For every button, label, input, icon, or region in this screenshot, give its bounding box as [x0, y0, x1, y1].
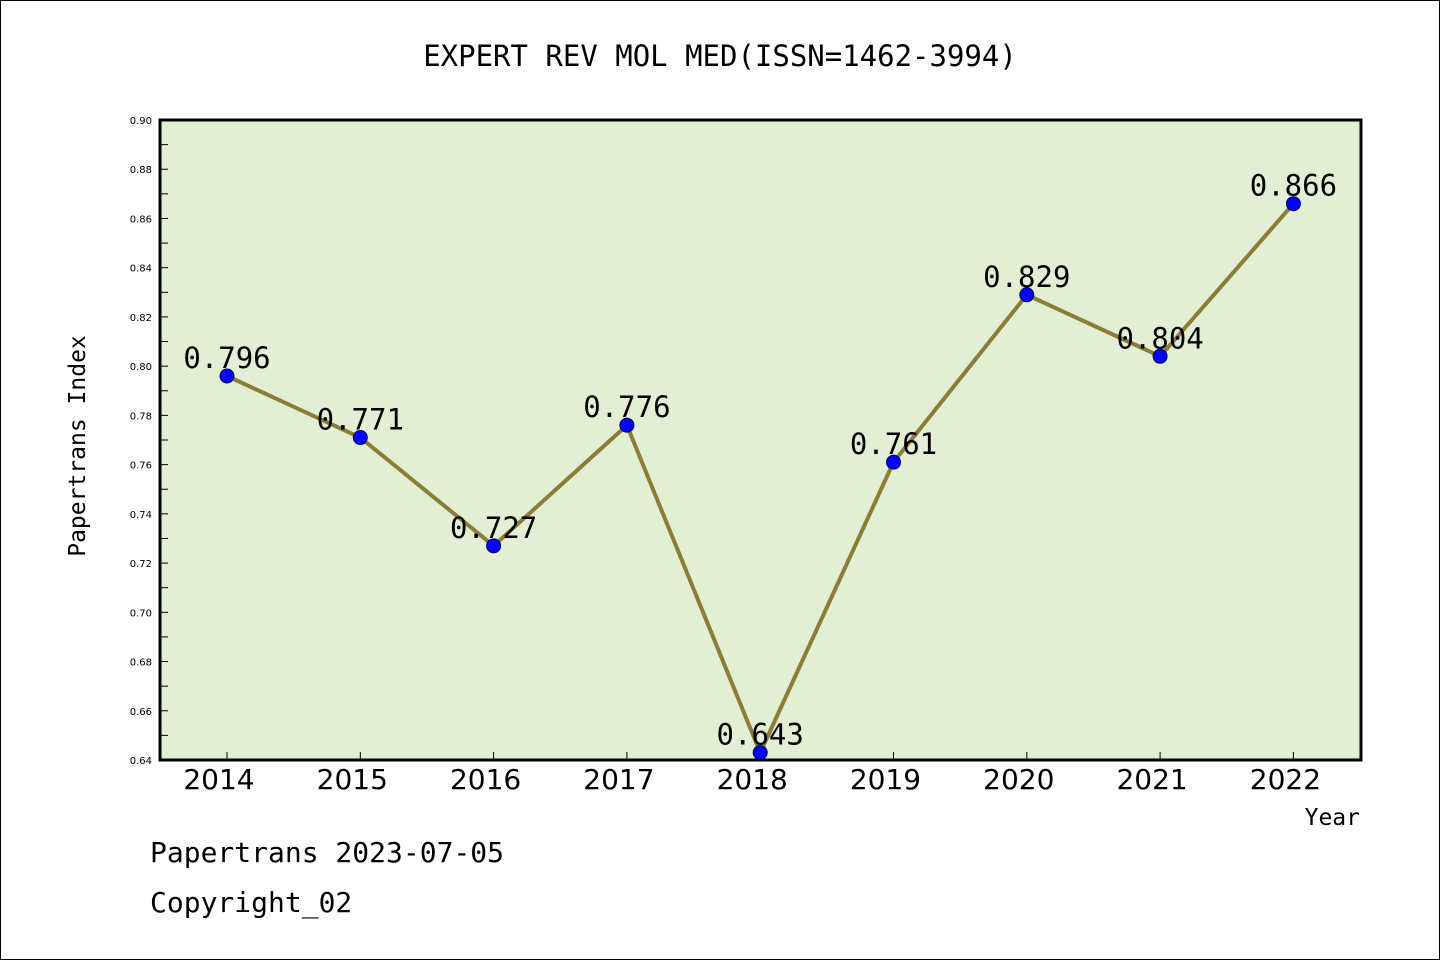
x-tick-label: 2022 [1250, 763, 1321, 796]
y-tick-label: 0.84 [130, 264, 152, 275]
y-axis-label: Papertrans Index [65, 335, 91, 557]
series-group [219, 196, 1301, 761]
x-tick-label: 2014 [183, 763, 254, 796]
footer-copyright: Copyright_02 [150, 886, 353, 919]
y-tick-label: 0.86 [130, 214, 152, 225]
data-point [1285, 196, 1301, 212]
y-tick-label: 0.68 [130, 658, 152, 669]
data-label: 0.829 [983, 260, 1070, 294]
y-tick-label: 0.78 [130, 411, 152, 422]
y-tick-label: 0.76 [130, 461, 152, 472]
x-axis-ticks: 2014 2015 2016 2017 2018 2019 2020 2021 2022 [183, 752, 1321, 796]
x-axis-label: Year [1305, 805, 1360, 831]
data-point [352, 430, 368, 446]
x-tick-label: 2021 [1116, 763, 1187, 796]
data-label: 0.776 [583, 390, 670, 424]
x-tick-label: 2016 [450, 763, 521, 796]
y-tick-label: 0.72 [130, 559, 152, 570]
x-tick-label: 2019 [850, 763, 921, 796]
y-tick-label: 0.90 [130, 116, 152, 127]
plot-area [158, 118, 1363, 762]
data-point [219, 368, 235, 384]
y-tick-label: 0.82 [130, 313, 152, 324]
x-tick-label: 2018 [717, 763, 788, 796]
y-tick-label: 0.80 [130, 362, 152, 373]
data-label: 0.727 [450, 511, 537, 545]
y-tick-label: 0.88 [130, 165, 152, 176]
x-tick-label: 2017 [583, 763, 654, 796]
x-tick-label: 2020 [983, 763, 1054, 796]
data-label: 0.643 [717, 718, 804, 752]
x-tick-label: 2015 [317, 763, 388, 796]
chart-title: EXPERT REV MOL MED(ISSN=1462-3994) [423, 39, 1017, 73]
y-tick-label: 0.74 [130, 510, 152, 521]
data-point [886, 454, 901, 470]
y-tick-label: 0.66 [130, 707, 152, 718]
data-point [1019, 287, 1035, 303]
data-label: 0.866 [1250, 169, 1337, 203]
y-tick-label: 0.64 [130, 756, 152, 767]
data-label: 0.804 [1116, 321, 1203, 355]
data-point [619, 417, 635, 433]
data-label: 0.771 [317, 403, 404, 437]
data-label: 0.761 [850, 427, 937, 461]
footer-date: Papertrans 2023-07-05 [150, 836, 505, 869]
y-axis-ticks: 0.64 0.66 0.68 0.70 0.72 0.74 0.76 0.78 0.80 0.82… [130, 116, 168, 767]
data-point [1152, 348, 1168, 364]
data-labels-group: 0.796 0.771 0.727 0.776 0.643 0.761 0.829 0.804… [183, 169, 1337, 752]
data-label: 0.796 [183, 341, 270, 375]
y-tick-label: 0.70 [130, 608, 152, 619]
data-point [752, 745, 768, 761]
data-point [486, 538, 502, 554]
